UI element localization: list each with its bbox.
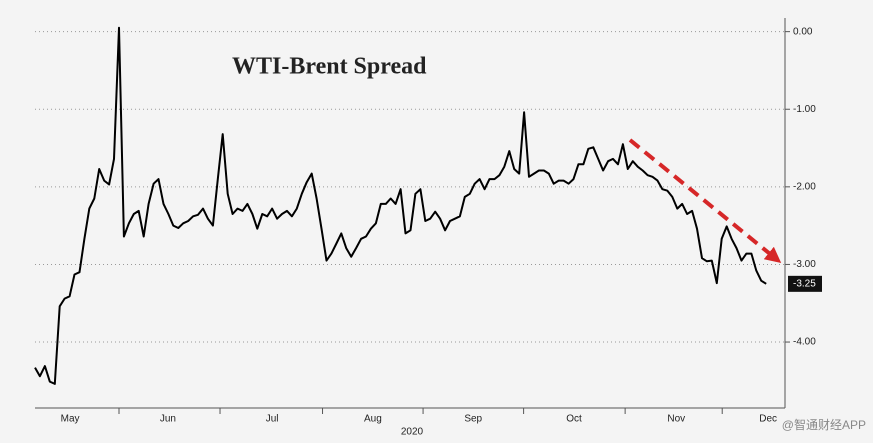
last-value-label: -3.25 bbox=[793, 278, 816, 289]
trend-arrow bbox=[628, 138, 782, 264]
y-tick-label: -3.00 bbox=[793, 259, 816, 270]
x-tick-label: Nov bbox=[667, 414, 685, 425]
last-value-box bbox=[788, 275, 822, 292]
x-tick-label: Jul bbox=[266, 414, 279, 425]
y-tick-label: -2.00 bbox=[793, 181, 816, 192]
y-tick-label: -4.00 bbox=[793, 337, 816, 348]
spread-line bbox=[34, 26, 767, 385]
x-tick-label: Aug bbox=[364, 414, 382, 425]
x-axis-label: 2020 bbox=[401, 427, 424, 438]
y-tick-label: -1.00 bbox=[793, 104, 816, 115]
x-tick-label: Dec bbox=[759, 414, 777, 425]
y-tick-label: 0.00 bbox=[793, 26, 813, 37]
x-tick-label: May bbox=[61, 414, 80, 425]
chart-title: WTI-Brent Spread bbox=[232, 54, 427, 80]
x-tick-label: Sep bbox=[464, 414, 482, 425]
x-tick-label: Jun bbox=[160, 414, 176, 425]
x-tick-label: Oct bbox=[566, 414, 582, 425]
watermark: @智通财经APP bbox=[782, 417, 866, 432]
